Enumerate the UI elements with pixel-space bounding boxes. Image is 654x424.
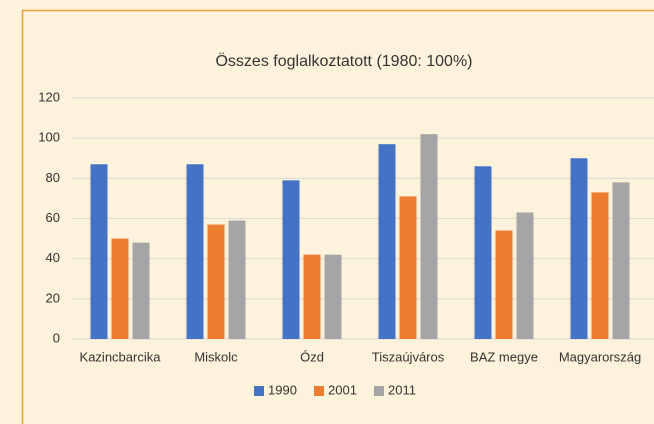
chart-title: Összes foglalkoztatott (1980: 100%): [215, 52, 472, 70]
x-tick-label: BAZ megye: [470, 349, 538, 364]
legend-swatch: [374, 386, 384, 396]
bar: [132, 242, 150, 339]
x-tick-label: Tiszaújváros: [372, 349, 445, 364]
bar: [570, 158, 588, 339]
bar: [186, 164, 204, 339]
bar: [90, 164, 108, 339]
bar: [324, 254, 342, 339]
y-tick-label: 100: [38, 130, 60, 145]
legend-swatch: [254, 386, 264, 396]
y-tick-label: 80: [46, 170, 60, 185]
x-tick-label: Ózd: [300, 349, 324, 364]
y-tick-label: 20: [46, 290, 60, 305]
bar: [495, 230, 513, 339]
y-tick-label: 60: [46, 210, 60, 225]
y-tick-label: 120: [38, 89, 60, 104]
bar: [207, 224, 225, 339]
bar: [378, 144, 396, 339]
legend-swatch: [314, 386, 324, 396]
bar: [111, 238, 129, 339]
bar: [228, 220, 246, 339]
bar: [399, 196, 417, 339]
bar: [591, 192, 609, 339]
legend-label: 2001: [328, 382, 357, 397]
legend-label: 1990: [268, 382, 297, 397]
bar: [282, 180, 300, 339]
y-tick-label: 40: [46, 250, 60, 265]
x-tick-label: Magyarország: [559, 349, 641, 364]
x-tick-label: Kazincbarcika: [80, 349, 162, 364]
x-tick-label: Miskolc: [194, 349, 238, 364]
frame: [21, 9, 654, 424]
legend-label: 2011: [388, 382, 416, 397]
bar: [516, 212, 534, 339]
bar: [474, 166, 492, 339]
y-tick-label: 0: [53, 330, 60, 345]
bar: [303, 254, 321, 339]
bar: [420, 134, 438, 339]
bar: [612, 182, 630, 339]
